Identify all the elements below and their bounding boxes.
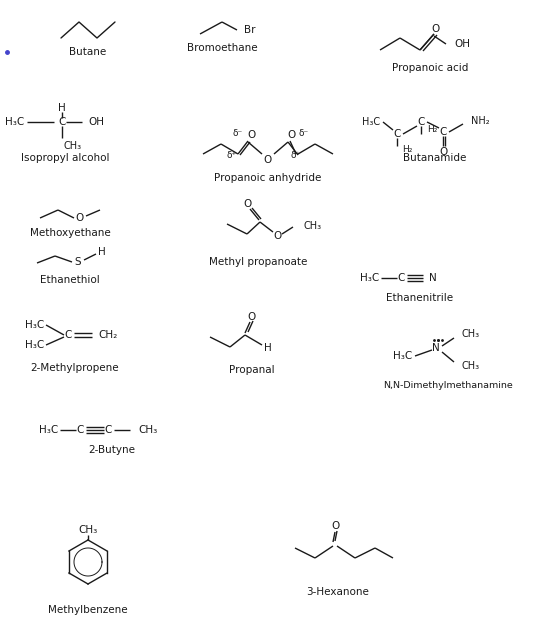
Text: O: O xyxy=(288,130,296,140)
Text: Isopropyl alcohol: Isopropyl alcohol xyxy=(21,153,109,163)
Text: C: C xyxy=(104,425,111,435)
Text: NH₂: NH₂ xyxy=(471,116,489,126)
Text: δ⁺: δ⁺ xyxy=(227,151,237,160)
Text: 2-Methylpropene: 2-Methylpropene xyxy=(31,363,119,373)
Text: Propanoic anhydride: Propanoic anhydride xyxy=(214,173,321,183)
Text: C: C xyxy=(393,129,401,139)
Text: H₃C: H₃C xyxy=(360,273,379,283)
Text: C: C xyxy=(76,425,83,435)
Text: Butanamide: Butanamide xyxy=(403,153,466,163)
Text: CH₃: CH₃ xyxy=(303,221,321,231)
Text: N: N xyxy=(429,273,437,283)
Text: CH₃: CH₃ xyxy=(462,329,480,339)
Text: CH₃: CH₃ xyxy=(64,141,82,151)
Text: δ⁻: δ⁻ xyxy=(233,130,243,139)
Text: O: O xyxy=(331,521,339,531)
Text: Methoxyethane: Methoxyethane xyxy=(30,228,110,238)
Text: H: H xyxy=(98,247,106,257)
Text: O: O xyxy=(76,213,84,223)
Text: Propanoic acid: Propanoic acid xyxy=(392,63,468,73)
Text: O: O xyxy=(243,199,251,209)
Text: N: N xyxy=(432,343,440,353)
Text: N,N-Dimethylmethanamine: N,N-Dimethylmethanamine xyxy=(383,380,513,389)
Text: O: O xyxy=(248,312,256,322)
Text: 2-Butyne: 2-Butyne xyxy=(88,445,136,455)
Text: Bromoethane: Bromoethane xyxy=(186,43,257,53)
Text: H₂: H₂ xyxy=(402,146,412,155)
Text: H₃C: H₃C xyxy=(25,340,44,350)
Text: CH₃: CH₃ xyxy=(138,425,157,435)
Text: H₃C: H₃C xyxy=(393,351,412,361)
Text: CH₃: CH₃ xyxy=(78,525,97,535)
Text: H: H xyxy=(58,103,66,113)
Text: O: O xyxy=(248,130,256,140)
Text: H₃C: H₃C xyxy=(362,117,380,127)
Text: Ethanethiol: Ethanethiol xyxy=(40,275,100,285)
Text: H₃C: H₃C xyxy=(4,117,24,127)
Text: δ⁺: δ⁺ xyxy=(291,151,301,160)
Text: Methylbenzene: Methylbenzene xyxy=(48,605,128,615)
Text: C: C xyxy=(64,330,72,340)
Text: Butane: Butane xyxy=(69,47,106,57)
Text: O: O xyxy=(264,155,272,165)
Text: O: O xyxy=(440,147,448,157)
Text: H: H xyxy=(264,343,272,353)
Text: OH: OH xyxy=(88,117,104,127)
Text: H₃C: H₃C xyxy=(25,320,44,330)
Text: Propanal: Propanal xyxy=(229,365,275,375)
Text: Methyl propanoate: Methyl propanoate xyxy=(209,257,307,267)
Text: C: C xyxy=(417,117,424,127)
Text: CH₃: CH₃ xyxy=(462,361,480,371)
Text: OH: OH xyxy=(454,39,470,49)
Text: δ⁻: δ⁻ xyxy=(299,130,309,139)
Text: H₃C: H₃C xyxy=(39,425,58,435)
Text: O: O xyxy=(432,24,440,34)
Text: Br: Br xyxy=(244,25,255,35)
Text: CH₂: CH₂ xyxy=(98,330,117,340)
Text: S: S xyxy=(74,257,81,267)
Text: 3-Hexanone: 3-Hexanone xyxy=(306,587,370,597)
Text: Ethanenitrile: Ethanenitrile xyxy=(386,293,454,303)
Text: H₂: H₂ xyxy=(427,125,437,134)
Text: C: C xyxy=(439,127,447,137)
Text: C: C xyxy=(58,117,66,127)
Text: C: C xyxy=(397,273,405,283)
Text: O: O xyxy=(273,231,281,241)
